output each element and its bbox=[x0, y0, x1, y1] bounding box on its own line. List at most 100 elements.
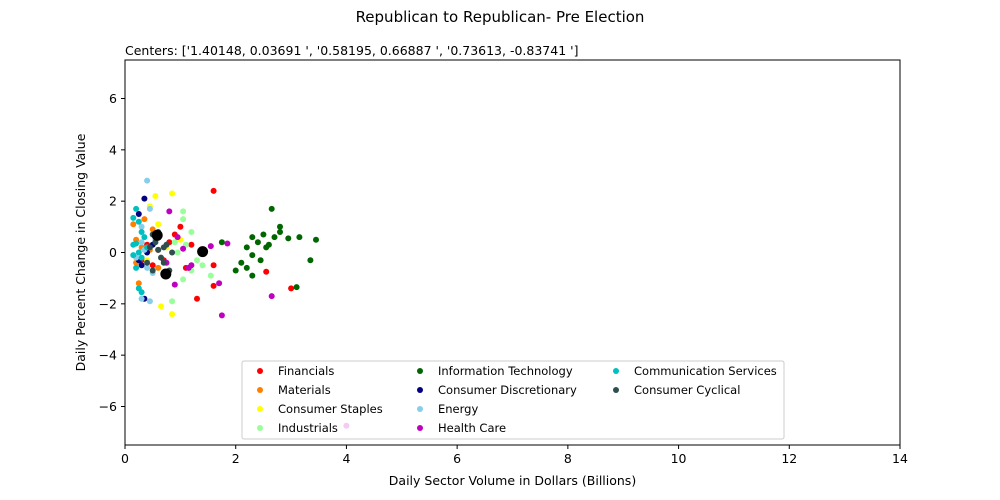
data-point bbox=[180, 246, 186, 252]
data-point bbox=[208, 273, 214, 279]
chart-subtitle: Centers: ['1.40148, 0.03691 ', '0.58195,… bbox=[125, 43, 578, 58]
cluster-center-point bbox=[197, 246, 208, 257]
data-point bbox=[180, 208, 186, 214]
data-point bbox=[272, 234, 278, 240]
y-tick-label: −6 bbox=[99, 399, 117, 414]
data-point bbox=[269, 206, 275, 212]
data-point bbox=[175, 234, 181, 240]
data-point bbox=[141, 234, 147, 240]
legend-item: Information Technology bbox=[417, 364, 573, 378]
x-tick-label: 4 bbox=[342, 451, 350, 466]
legend-label: Information Technology bbox=[438, 364, 573, 378]
data-point bbox=[155, 221, 161, 227]
data-point bbox=[158, 303, 164, 309]
data-point bbox=[219, 239, 225, 245]
data-point bbox=[169, 298, 175, 304]
y-tick-label: −4 bbox=[99, 348, 117, 363]
legend-item: Consumer Discretionary bbox=[417, 383, 577, 397]
legend-marker bbox=[613, 368, 619, 374]
data-point bbox=[263, 269, 269, 275]
data-point bbox=[136, 250, 142, 256]
data-point bbox=[244, 244, 250, 250]
data-point bbox=[161, 244, 167, 250]
data-point bbox=[133, 265, 139, 271]
data-point bbox=[288, 285, 294, 291]
data-point bbox=[260, 232, 266, 238]
data-point bbox=[147, 298, 153, 304]
data-point bbox=[285, 235, 291, 241]
legend-marker bbox=[417, 387, 423, 393]
data-point bbox=[294, 284, 300, 290]
y-tick-label: 0 bbox=[109, 245, 117, 260]
data-point bbox=[152, 193, 158, 199]
x-tick-label: 2 bbox=[232, 451, 240, 466]
data-point bbox=[307, 257, 313, 263]
x-tick-label: 6 bbox=[453, 451, 461, 466]
data-point bbox=[169, 311, 175, 317]
legend-label: Energy bbox=[438, 402, 478, 416]
data-point bbox=[194, 257, 200, 263]
data-point bbox=[175, 250, 181, 256]
data-point bbox=[313, 237, 319, 243]
data-point bbox=[249, 234, 255, 240]
data-point bbox=[188, 242, 194, 248]
data-point bbox=[233, 268, 239, 274]
data-point bbox=[139, 229, 145, 235]
cluster-center-point bbox=[152, 230, 163, 241]
data-point bbox=[147, 244, 153, 250]
y-axis-label: Daily Percent Change in Closing Value bbox=[73, 133, 88, 371]
data-point bbox=[161, 260, 167, 266]
data-point bbox=[155, 247, 161, 253]
data-point bbox=[277, 224, 283, 230]
data-point bbox=[211, 188, 217, 194]
x-tick-label: 0 bbox=[121, 451, 129, 466]
data-point bbox=[136, 219, 142, 225]
data-point bbox=[224, 241, 230, 247]
legend: Financials Materials Consumer Staples Indus… bbox=[242, 361, 784, 439]
data-point bbox=[172, 282, 178, 288]
data-point bbox=[200, 262, 206, 268]
data-point bbox=[249, 252, 255, 258]
x-axis-label: Daily Sector Volume in Dollars (Billions… bbox=[389, 473, 636, 488]
chart-title: Republican to Republican- Pre Election bbox=[356, 8, 645, 26]
legend-marker bbox=[257, 406, 263, 412]
data-point bbox=[141, 196, 147, 202]
legend-label: Materials bbox=[278, 383, 331, 397]
data-point bbox=[177, 224, 183, 230]
data-point bbox=[238, 260, 244, 266]
data-point bbox=[130, 221, 136, 227]
legend-marker bbox=[417, 368, 423, 374]
legend-marker bbox=[417, 406, 423, 412]
data-point bbox=[166, 208, 172, 214]
legend-label: Consumer Cyclical bbox=[634, 383, 740, 397]
data-point bbox=[244, 265, 250, 271]
y-tick-label: −2 bbox=[99, 296, 117, 311]
legend-marker bbox=[257, 387, 263, 393]
data-point bbox=[139, 262, 145, 268]
cluster-center-point bbox=[160, 269, 171, 280]
data-point bbox=[172, 239, 178, 245]
data-point bbox=[211, 283, 217, 289]
data-point bbox=[216, 280, 222, 286]
data-point bbox=[141, 216, 147, 222]
legend-label: Industrials bbox=[278, 421, 338, 435]
data-point bbox=[133, 241, 139, 247]
x-tick-label: 10 bbox=[671, 451, 687, 466]
data-point bbox=[139, 239, 145, 245]
legend-marker bbox=[257, 425, 263, 431]
data-point bbox=[150, 262, 156, 268]
legend-label: Communication Services bbox=[634, 364, 777, 378]
data-point bbox=[277, 229, 283, 235]
legend-label: Consumer Staples bbox=[278, 402, 383, 416]
legend-marker bbox=[417, 425, 423, 431]
y-tick-label: 6 bbox=[109, 91, 117, 106]
data-point bbox=[258, 257, 264, 263]
data-point bbox=[155, 265, 161, 271]
data-point bbox=[139, 224, 145, 230]
legend-marker bbox=[257, 368, 263, 374]
data-point bbox=[249, 273, 255, 279]
data-point bbox=[136, 211, 142, 217]
data-point bbox=[147, 206, 153, 212]
data-point bbox=[188, 262, 194, 268]
